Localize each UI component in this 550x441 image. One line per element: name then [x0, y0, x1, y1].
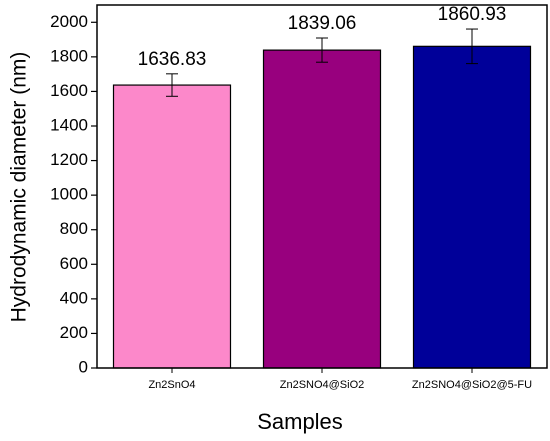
x-tick-label: Zn2SNO4@SiO2 — [280, 379, 365, 391]
error-bar — [316, 37, 328, 63]
error-bar — [166, 73, 178, 97]
x-tick-label: Zn2SNO4@SiO2@5-FU — [412, 379, 532, 391]
y-tick-label: 400 — [60, 288, 88, 307]
x-tick-label: Zn2SnO4 — [148, 379, 195, 391]
bar — [112, 84, 232, 369]
value-label: 1860.93 — [438, 4, 507, 25]
y-tick-label: 1000 — [50, 185, 88, 204]
bar — [262, 49, 382, 369]
y-tick-label: 800 — [60, 219, 88, 238]
y-tick-label: 200 — [60, 323, 88, 342]
y-tick-label: 1600 — [50, 81, 88, 100]
error-bar — [466, 28, 478, 65]
plot-frame — [96, 4, 548, 369]
x-axis-label: Samples — [257, 409, 343, 434]
bar — [412, 45, 532, 369]
value-label: 1839.06 — [288, 13, 357, 34]
value-label: 1636.83 — [138, 49, 207, 70]
y-tick-label: 600 — [60, 254, 88, 273]
y-axis-label: Hydrodynamic diameter (nm) — [8, 52, 31, 323]
y-tick-label: 0 — [79, 357, 88, 376]
y-tick-label: 2000 — [50, 12, 88, 31]
y-tick-label: 1200 — [50, 150, 88, 169]
y-tick-label: 1800 — [50, 46, 88, 65]
y-tick-label: 1400 — [50, 115, 88, 134]
